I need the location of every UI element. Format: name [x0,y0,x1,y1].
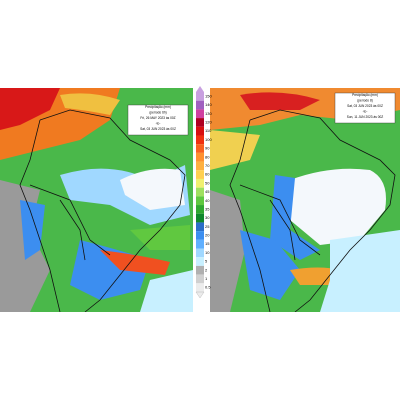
legend-text: -to- [156,122,161,126]
colorbar-segment [196,257,204,266]
colorbar-label: 15 [205,241,210,246]
colorbar-segment [196,274,204,284]
legend-text: (período 8) [357,99,373,103]
colorbar-segment [196,178,204,188]
colorbar-segment [196,170,204,179]
colorbar-label: 5 [205,259,208,264]
legend-text: Fri, 26 MAY 2023 às 00Z [140,116,175,120]
colorbar-label: 25 [205,224,210,229]
colorbar-segment [196,283,204,292]
colorbar-label: 2 [205,267,208,272]
colorbar-segment [196,144,204,153]
colorbar-label: 35 [205,206,210,211]
colorbar-label: 20 [205,233,210,238]
colorbar-segment [196,239,204,249]
colorbar-segment [196,126,204,136]
colorbar-segment [196,161,204,171]
colorbar-label: 90 [205,146,210,151]
colorbar-segment [196,152,204,162]
colorbar-segment [196,92,204,101]
legend-text: -to- [363,110,368,114]
colorbar-segment [196,248,204,258]
colorbar-label: 100 [205,137,212,142]
legend-text: Sat, 03 JUN 2023 às 00Z [140,127,176,131]
colorbar-label: 120 [205,119,212,124]
colorbar-arrow [195,291,205,299]
colorbar-segment [196,205,204,214]
legend-texts: Precipitação (mm) Precipitação (mm) (perío… [140,93,383,131]
colorbar-label: 45 [205,189,210,194]
colorbar-label: 110 [205,128,212,133]
legend-text: Sun, 11 JUN 2023 às 00Z [347,115,383,119]
colorbar-label: 1 [205,276,208,281]
colorbar-label: 10 [205,250,210,255]
colorbar-segment [196,135,204,145]
colorbar-label: 130 [205,111,212,116]
colorbar-label: 60 [205,172,210,177]
colorbar-segment [196,100,204,110]
colorbar-segment [196,231,204,240]
colorbar-arrow [196,86,204,92]
legend-text: Precipitação (mm) [352,93,378,97]
colorbar-segment [196,109,204,119]
colorbar-segment [196,187,204,197]
colorbar-segment [196,196,204,206]
left-map [0,88,193,312]
colorbar: 1501401301201101009080706050454035302520… [195,86,212,299]
colorbar-segment [196,265,204,275]
right-map [210,88,400,312]
colorbar-label: 50 [205,180,210,185]
colorbar-label: 150 [205,93,212,98]
colorbar-label: 80 [205,154,210,159]
colorbar-segment [196,118,204,127]
colorbar-label: 70 [205,163,210,168]
colorbar-label: 40 [205,198,210,203]
legend-text: Precipitação (mm) [145,105,171,109]
colorbar-label: 0.5 [205,285,211,290]
colorbar-segment [196,222,204,232]
colorbar-label: 140 [205,102,212,107]
colorbar-segment [196,213,204,223]
legend-text: Sat, 03 JUN 2023 às 00Z [347,104,383,108]
legend-text: (período 6h) [149,111,166,115]
colorbar-label: 30 [205,215,210,220]
